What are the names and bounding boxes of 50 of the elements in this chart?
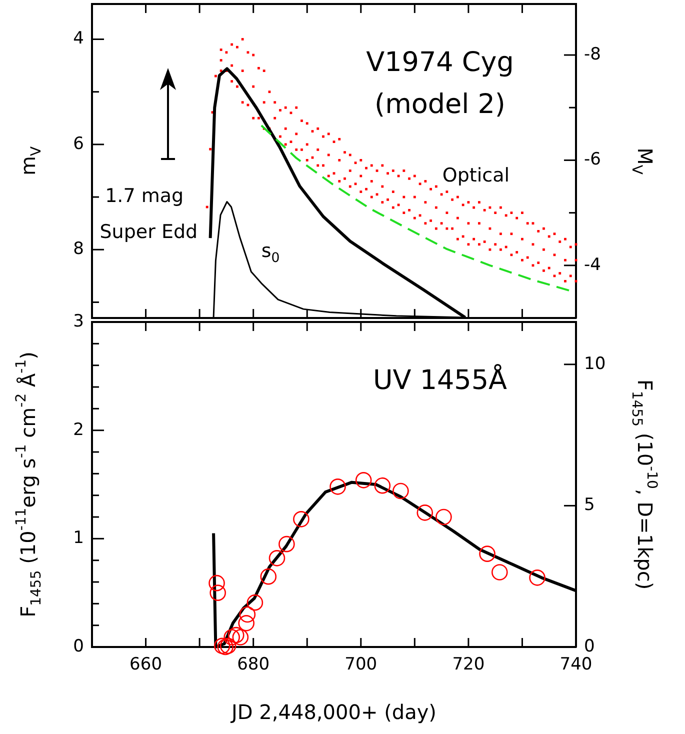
x-tick-label: 720 bbox=[452, 654, 485, 675]
point bbox=[491, 564, 508, 580]
text: F1455 (10-11erg s-1 cm-2 Å-1) bbox=[14, 352, 45, 618]
annotation: 1.7 mag bbox=[105, 185, 184, 208]
point bbox=[260, 568, 277, 585]
y-axis-title: mV bbox=[16, 146, 45, 176]
point bbox=[355, 472, 372, 488]
point bbox=[479, 546, 496, 562]
point bbox=[374, 477, 391, 494]
y2-tick-label: -6 bbox=[584, 150, 601, 170]
x-tick-label: 660 bbox=[130, 654, 162, 675]
x-tick-label: 740 bbox=[560, 654, 592, 675]
y2-tick-label: 10 bbox=[584, 354, 606, 374]
y-tick-label: 6 bbox=[73, 134, 84, 154]
point bbox=[228, 626, 244, 644]
y2-tick-label: 5 bbox=[584, 495, 595, 516]
y-tick-label: 2 bbox=[73, 420, 84, 440]
x-axis-title: JD 2,448,000+ (day) bbox=[230, 700, 436, 724]
point bbox=[246, 594, 264, 611]
y-tick-label: 3 bbox=[73, 311, 84, 332]
point bbox=[232, 629, 249, 646]
annotation: Optical bbox=[442, 164, 510, 187]
y2-axis-title: MV bbox=[628, 148, 657, 175]
point bbox=[208, 574, 225, 592]
x-tick-label: 680 bbox=[237, 654, 270, 675]
text: UV 1455Å bbox=[373, 363, 508, 396]
y2-axis-title: F1455 (10-10, D=1kpc) bbox=[628, 379, 660, 590]
y-tick-label: 1 bbox=[73, 528, 84, 548]
point bbox=[214, 638, 230, 654]
point bbox=[392, 482, 409, 500]
text: V1974 Cyg (model 2) bbox=[366, 47, 514, 120]
point bbox=[529, 570, 546, 586]
point bbox=[416, 504, 434, 521]
point bbox=[268, 550, 286, 566]
y2-tick-label: -8 bbox=[584, 44, 601, 64]
point bbox=[239, 606, 256, 623]
point bbox=[330, 478, 346, 495]
y-tick-label: 0 bbox=[73, 636, 84, 656]
y-tick-label: 8 bbox=[73, 239, 84, 260]
point bbox=[293, 511, 310, 528]
point bbox=[278, 536, 295, 552]
annotation: Super Edd bbox=[100, 221, 198, 244]
x-tick-label: 700 bbox=[344, 654, 378, 675]
point bbox=[436, 508, 452, 526]
y-tick-label: 4 bbox=[73, 28, 84, 49]
point bbox=[224, 629, 240, 646]
point bbox=[238, 615, 254, 632]
point bbox=[210, 584, 226, 601]
y2-tick-label: 0 bbox=[584, 636, 595, 656]
y2-tick-label: -4 bbox=[584, 254, 601, 275]
